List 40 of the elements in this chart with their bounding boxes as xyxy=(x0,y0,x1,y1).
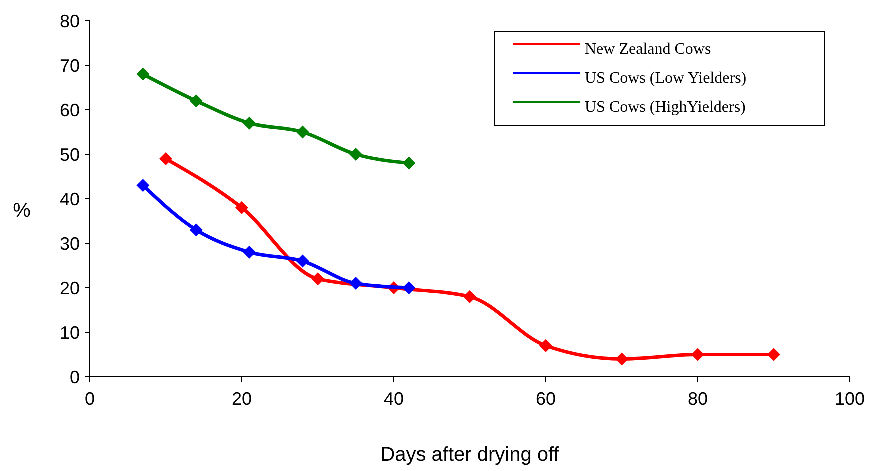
y-tick-label: 60 xyxy=(60,100,80,120)
x-tick-label: 100 xyxy=(834,389,866,409)
point xyxy=(768,348,780,362)
point xyxy=(190,224,203,237)
y-tick-label: 70 xyxy=(60,56,80,76)
y-axis-title: % xyxy=(13,200,32,222)
point xyxy=(190,94,203,108)
point xyxy=(616,352,628,366)
point xyxy=(402,282,416,294)
y-tick-label: 10 xyxy=(60,322,80,343)
point xyxy=(136,179,150,192)
x-axis-title: Days after drying off xyxy=(380,444,560,466)
x-tick-label: 40 xyxy=(384,389,404,409)
y-tick-label: 40 xyxy=(60,189,80,210)
y-tick-label: 0 xyxy=(70,367,80,388)
point xyxy=(160,152,172,166)
point xyxy=(350,148,362,161)
x-tick-label: 60 xyxy=(536,389,556,409)
x-tick-label: 80 xyxy=(688,389,708,409)
point xyxy=(464,290,476,304)
x-tick-label: 20 xyxy=(232,389,252,409)
point xyxy=(136,68,150,81)
y-tick-label: 20 xyxy=(60,278,80,298)
point xyxy=(350,277,362,290)
y-tick-label: 80 xyxy=(60,11,80,32)
point xyxy=(402,156,416,170)
legend-label: US Cows (Low Yielders) xyxy=(585,70,747,87)
point xyxy=(296,126,310,139)
point xyxy=(243,246,256,259)
point xyxy=(540,339,552,352)
point xyxy=(692,348,704,362)
y-tick-label: 50 xyxy=(60,144,80,165)
y-tick-label: 30 xyxy=(60,234,80,254)
point xyxy=(243,116,256,130)
point xyxy=(236,201,248,214)
point xyxy=(296,254,310,268)
legend-label: New Zealand Cows xyxy=(585,41,712,58)
x-tick-label: 0 xyxy=(84,389,96,409)
legend-label: US Cows (HighYielders) xyxy=(585,99,746,116)
point xyxy=(312,272,324,286)
